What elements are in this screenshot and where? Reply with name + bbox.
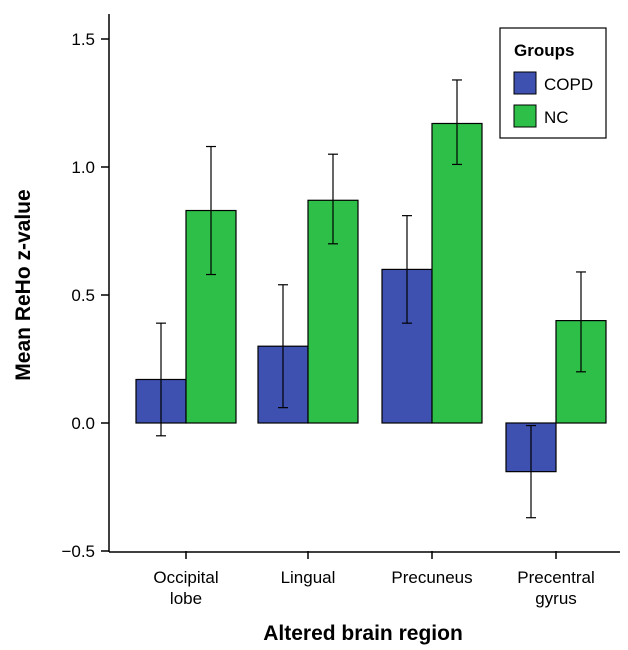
x-axis-title: Altered brain region [263,622,463,645]
y-axis-title: Mean ReHo z-value [12,189,35,380]
legend: Groups COPD NC [499,27,607,139]
legend-title: Groups [514,41,574,60]
bars-layer [135,79,607,519]
bar-nc [431,122,483,424]
y-tick-label: −0.5 [61,542,95,561]
legend-label-nc: NC [544,108,569,127]
legend-label-copd: COPD [544,75,593,94]
x-tick-label: Precuneus [391,568,472,587]
y-ticks: 1.5 1.0 0.5 0.0 −0.5 [61,30,109,561]
y-tick-label: 1.0 [71,158,95,177]
x-tick-label: Occipital [153,568,218,587]
y-tick-label: 1.5 [71,30,95,49]
x-tick-label: lobe [170,589,202,608]
x-tick-label: Lingual [281,568,336,587]
legend-swatch-copd [513,71,537,95]
x-ticks: Occipital lobe Lingual Precuneus Precentral g… [153,551,595,608]
y-tick-label: 0.0 [71,414,95,433]
x-tick-label: gyrus [535,589,577,608]
axes-layer [108,14,620,553]
legend-swatch-nc [513,104,537,128]
x-tick-label: Precentral [517,568,594,587]
y-tick-label: 0.5 [71,286,95,305]
